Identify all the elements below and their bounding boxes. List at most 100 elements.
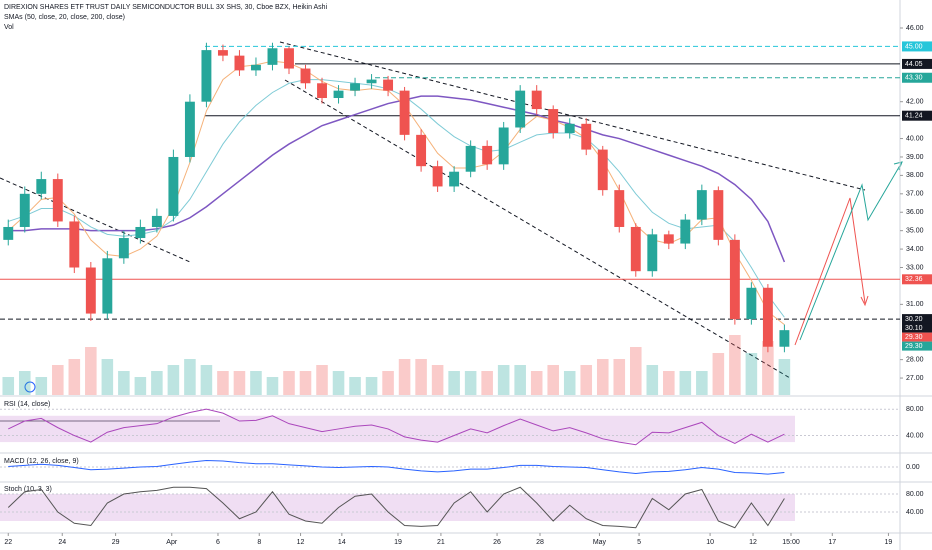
candle-body <box>168 156 179 216</box>
y-tick-label: 31.00 <box>906 301 924 308</box>
x-tick-label: 5 <box>637 539 641 546</box>
y-tick-label: 28.00 <box>906 356 924 363</box>
volume-bar <box>745 353 758 395</box>
x-tick-label: 14 <box>338 539 346 546</box>
y-tick-label: 46.00 <box>906 25 924 32</box>
x-tick-label: 12 <box>749 539 757 546</box>
stoch-title: Stoch (10, 3, 3) <box>4 486 52 493</box>
x-tick-label: 10 <box>706 539 714 546</box>
price-tag-label: 29.30 <box>905 334 923 341</box>
price-tag-label: 30.10 <box>905 325 923 332</box>
volume-bar <box>596 359 609 395</box>
candle-body <box>713 190 724 240</box>
x-tick-label: 19 <box>885 539 893 546</box>
volume-bar <box>712 353 725 395</box>
volume-bar <box>250 371 262 395</box>
price-tag <box>902 332 932 342</box>
volume-bar <box>679 371 692 395</box>
sma-label: SMAs (50, close, 20, close, 200, close) <box>4 14 125 21</box>
candle-body <box>19 193 30 227</box>
price-tag-label: 30.20 <box>905 316 923 323</box>
volume-bar <box>431 365 444 395</box>
candle-body <box>729 239 740 320</box>
y-tick-label: 40.00 <box>906 135 924 142</box>
y-tick-label: 35.00 <box>906 228 924 235</box>
volume-bar <box>481 371 493 395</box>
x-tick-label: 29 <box>112 539 120 546</box>
candle-body <box>399 90 410 135</box>
volume-bar <box>233 371 246 395</box>
candle-body <box>779 330 790 347</box>
candle-body <box>383 79 394 91</box>
macd-title: MACD (12, 26, close, 9) <box>4 458 79 465</box>
volume-bar <box>316 365 328 395</box>
volume-bar <box>18 371 31 395</box>
volume-bar <box>464 371 477 395</box>
candle-body <box>581 123 592 150</box>
candle-body <box>36 179 47 194</box>
y-tick-label: 36.00 <box>906 209 924 216</box>
candle-body <box>234 55 245 71</box>
candle-body <box>267 48 278 65</box>
volume-bar <box>630 347 642 395</box>
candle-body <box>217 50 228 56</box>
price-tag-label: 32.36 <box>905 276 923 283</box>
volume-bar <box>448 371 460 395</box>
candle-body <box>135 226 146 239</box>
projection <box>794 197 866 346</box>
candle-body <box>3 226 14 240</box>
volume-bar <box>762 341 774 395</box>
arrow-head <box>860 295 869 307</box>
band <box>0 415 795 443</box>
candle-body <box>630 226 641 272</box>
price-tag-label: 43.30 <box>905 75 923 82</box>
volume-bar <box>646 365 659 395</box>
candle-body <box>696 190 707 220</box>
volume-bar <box>696 371 708 395</box>
price-tag <box>902 110 932 121</box>
price-tag-label: 45.00 <box>905 43 923 50</box>
volume-bar <box>184 359 196 395</box>
y-tick-label: 80.00 <box>906 406 924 413</box>
volume-bar <box>118 371 130 395</box>
volume-bar <box>2 377 15 395</box>
candle-body <box>300 68 311 84</box>
x-tick-label: 24 <box>58 539 66 546</box>
volume-bar <box>547 365 559 395</box>
candle-body <box>118 238 129 259</box>
candle-body <box>102 258 113 314</box>
band <box>0 494 795 521</box>
candle-body <box>201 50 212 102</box>
volume-bar <box>729 335 741 395</box>
price-tag <box>902 274 932 285</box>
volume-bar <box>151 371 163 395</box>
volume-bar <box>778 359 791 395</box>
candle-body <box>251 64 261 71</box>
price-tag <box>902 72 932 83</box>
x-tick-label: 19 <box>394 539 402 546</box>
price-tag <box>902 314 932 325</box>
price-tag <box>902 58 932 69</box>
candle-body <box>350 83 360 91</box>
candle-body <box>680 219 691 244</box>
candle-body <box>548 109 559 134</box>
x-tick-label: 6 <box>216 539 220 546</box>
candle-body <box>432 166 443 187</box>
candle-body <box>498 127 509 165</box>
volume-bar <box>497 365 510 395</box>
x-tick-label: 22 <box>4 539 12 546</box>
volume-bar <box>266 377 279 395</box>
x-tick-label: Apr <box>166 539 178 546</box>
candle-body <box>515 90 526 128</box>
y-tick-label: 34.00 <box>906 246 924 253</box>
chart-title: DIREXION SHARES ETF TRUST DAILY SEMICOND… <box>4 4 328 11</box>
volume-label: Vol <box>4 24 14 31</box>
volume-bar <box>283 371 295 395</box>
candle-body <box>614 190 625 227</box>
volume-bar <box>580 365 593 395</box>
candle-body <box>333 90 344 99</box>
candle-body <box>184 101 195 157</box>
candle-body <box>564 123 575 134</box>
